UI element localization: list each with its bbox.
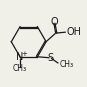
Text: +: + [21, 51, 27, 57]
Text: OH: OH [67, 27, 82, 37]
Text: N: N [16, 52, 24, 62]
Text: S: S [47, 53, 54, 63]
Text: O: O [51, 17, 58, 27]
Text: CH₃: CH₃ [13, 64, 27, 73]
Text: CH₃: CH₃ [60, 60, 74, 69]
